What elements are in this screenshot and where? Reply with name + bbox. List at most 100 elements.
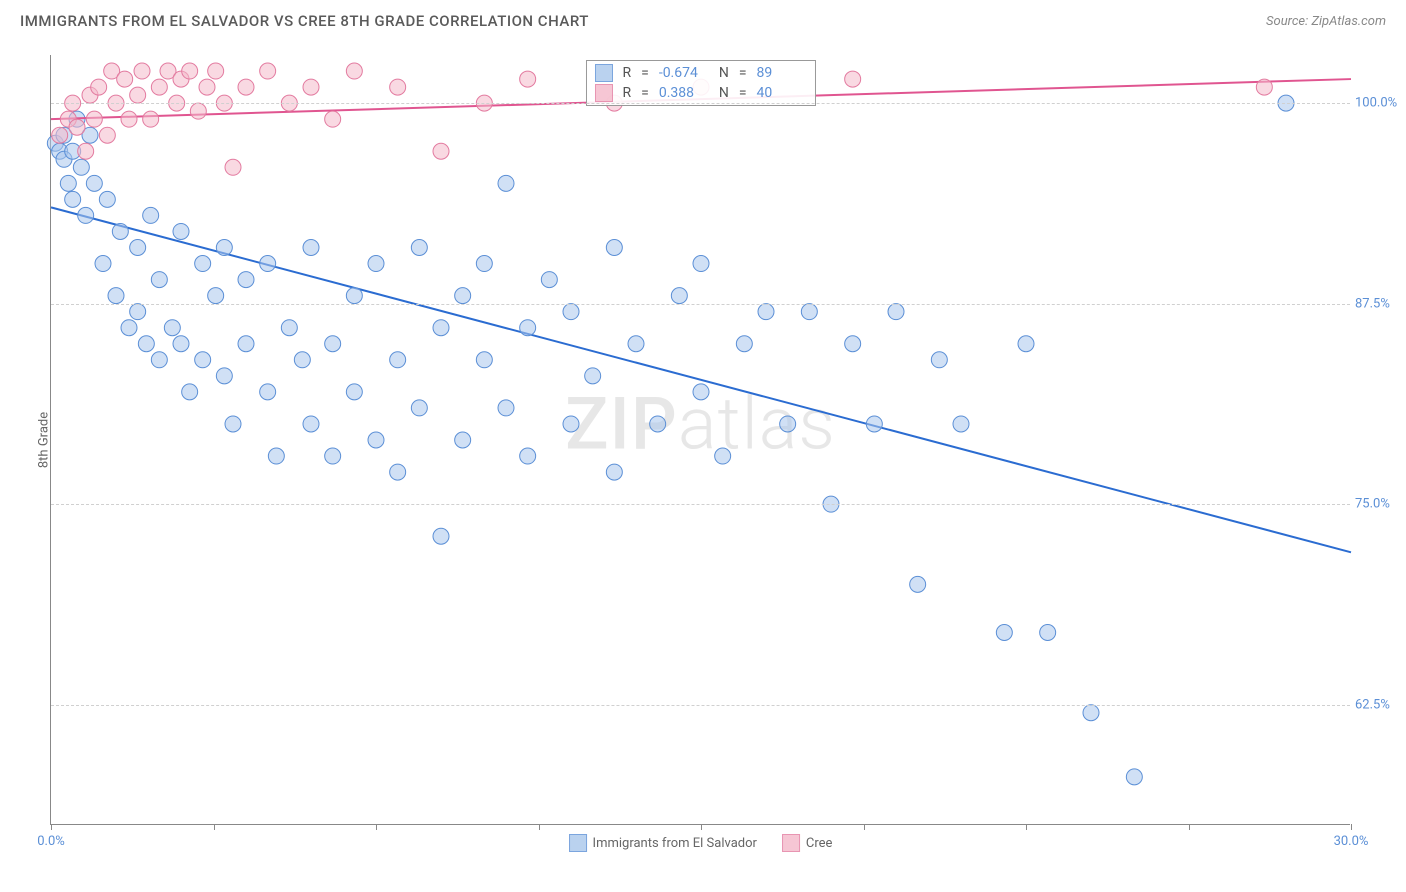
data-point bbox=[455, 288, 471, 304]
data-point bbox=[563, 416, 579, 432]
data-point bbox=[303, 416, 319, 432]
data-point bbox=[1018, 336, 1034, 352]
data-point bbox=[195, 352, 211, 368]
data-point bbox=[225, 159, 241, 175]
x-tick bbox=[701, 824, 702, 830]
data-point bbox=[138, 336, 154, 352]
x-tick bbox=[1026, 824, 1027, 830]
data-point bbox=[86, 111, 102, 127]
data-point bbox=[346, 63, 362, 79]
data-point bbox=[520, 320, 536, 336]
source-attribution: Source: ZipAtlas.com bbox=[1266, 14, 1386, 29]
data-point bbox=[121, 320, 137, 336]
data-point bbox=[888, 304, 904, 320]
data-point bbox=[931, 352, 947, 368]
data-point bbox=[433, 143, 449, 159]
data-point bbox=[173, 223, 189, 239]
data-point bbox=[95, 256, 111, 272]
data-point bbox=[845, 71, 861, 87]
data-point bbox=[476, 256, 492, 272]
y-axis-label: 8th Grade bbox=[37, 411, 52, 467]
data-point bbox=[996, 625, 1012, 641]
swatch-series-2-bottom bbox=[782, 834, 800, 852]
scatter-svg bbox=[51, 55, 1350, 824]
gridline bbox=[51, 304, 1350, 305]
data-point bbox=[1126, 769, 1142, 785]
data-point bbox=[780, 416, 796, 432]
data-point bbox=[606, 240, 622, 256]
bottom-legend: Immigrants from El Salvador Cree bbox=[569, 834, 833, 852]
data-point bbox=[268, 448, 284, 464]
data-point bbox=[208, 63, 224, 79]
data-point bbox=[650, 416, 666, 432]
gridline bbox=[51, 103, 1350, 104]
data-point bbox=[1256, 79, 1272, 95]
data-point bbox=[303, 79, 319, 95]
data-point bbox=[151, 352, 167, 368]
data-point bbox=[1083, 705, 1099, 721]
gridline bbox=[51, 504, 1350, 505]
stats-row-series-2: R = 0.388 N = 40 bbox=[594, 83, 806, 103]
stats-row-series-1: R = -0.674 N = 89 bbox=[594, 63, 806, 83]
data-point bbox=[390, 352, 406, 368]
data-point bbox=[73, 159, 89, 175]
x-tick bbox=[1189, 824, 1190, 830]
data-point bbox=[208, 288, 224, 304]
data-point bbox=[99, 127, 115, 143]
data-point bbox=[801, 304, 817, 320]
data-point bbox=[368, 256, 384, 272]
data-point bbox=[390, 464, 406, 480]
data-point bbox=[411, 400, 427, 416]
data-point bbox=[143, 111, 159, 127]
data-point bbox=[1040, 625, 1056, 641]
data-point bbox=[216, 240, 232, 256]
data-point bbox=[455, 432, 471, 448]
x-tick bbox=[214, 824, 215, 830]
data-point bbox=[325, 448, 341, 464]
data-point bbox=[758, 304, 774, 320]
data-point bbox=[325, 336, 341, 352]
y-tick-label: 100.0% bbox=[1355, 96, 1406, 111]
data-point bbox=[130, 87, 146, 103]
data-point bbox=[130, 240, 146, 256]
data-point bbox=[281, 320, 297, 336]
data-point bbox=[86, 175, 102, 191]
x-tick bbox=[1351, 824, 1352, 830]
data-point bbox=[65, 191, 81, 207]
data-point bbox=[60, 175, 76, 191]
data-point bbox=[260, 63, 276, 79]
data-point bbox=[411, 240, 427, 256]
data-point bbox=[238, 336, 254, 352]
data-point bbox=[910, 576, 926, 592]
data-point bbox=[238, 79, 254, 95]
x-tick bbox=[51, 824, 52, 830]
data-point bbox=[190, 103, 206, 119]
data-point bbox=[99, 191, 115, 207]
data-point bbox=[693, 256, 709, 272]
chart-title: IMMIGRANTS FROM EL SALVADOR VS CREE 8TH … bbox=[20, 12, 589, 30]
data-point bbox=[433, 528, 449, 544]
data-point bbox=[628, 336, 644, 352]
data-point bbox=[199, 79, 215, 95]
swatch-series-2 bbox=[594, 84, 612, 102]
legend-item-series-1: Immigrants from El Salvador bbox=[569, 834, 757, 852]
x-tick bbox=[539, 824, 540, 830]
data-point bbox=[390, 79, 406, 95]
data-point bbox=[108, 288, 124, 304]
data-point bbox=[238, 272, 254, 288]
data-point bbox=[303, 240, 319, 256]
data-point bbox=[91, 79, 107, 95]
data-point bbox=[69, 119, 85, 135]
data-point bbox=[866, 416, 882, 432]
data-point bbox=[182, 384, 198, 400]
data-point bbox=[151, 79, 167, 95]
data-point bbox=[346, 384, 362, 400]
chart-plot-area: 8th Grade ZIPatlas R = -0.674 N = 89 R =… bbox=[50, 55, 1350, 825]
data-point bbox=[151, 272, 167, 288]
gridline bbox=[51, 705, 1350, 706]
legend-item-series-2: Cree bbox=[782, 834, 833, 852]
x-tick-label: 30.0% bbox=[1334, 834, 1369, 849]
data-point bbox=[346, 288, 362, 304]
data-point bbox=[433, 320, 449, 336]
data-point bbox=[164, 320, 180, 336]
